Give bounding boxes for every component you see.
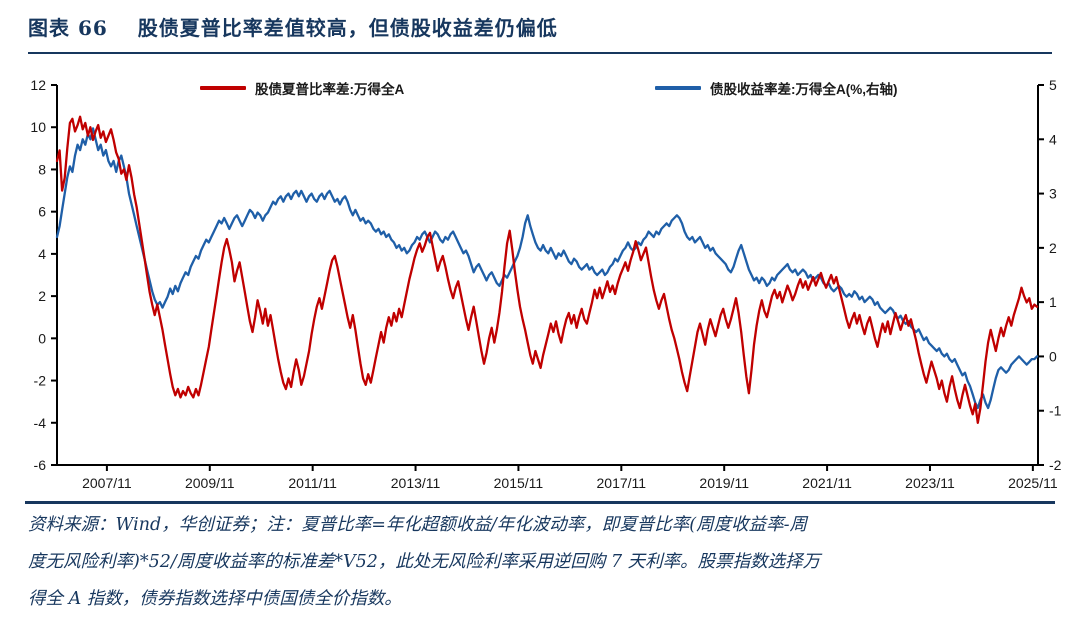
x-axis-tick-label: 2021/11 — [802, 475, 852, 491]
x-axis-tick-label: 2019/11 — [699, 475, 749, 491]
legend-item-sharpe-gap: 股债夏普比率差:万得全A — [200, 80, 405, 97]
axis-frame — [56, 85, 1039, 466]
x-axis-tick-label: 2023/11 — [905, 475, 955, 491]
red-line-swatch — [200, 86, 246, 90]
source-note-line-1: 资料来源：Wind，华创证券；注：夏普比率=年化超额收益/年化波动率，即夏普比率… — [28, 515, 808, 535]
x-axis-tick-label: 2017/11 — [597, 475, 647, 491]
footer-divider — [25, 501, 1055, 504]
figure-number-label: 图表 66 — [28, 16, 108, 40]
figure-title-text: 股债夏普比率差值较高，但债股收益差仍偏低 — [137, 16, 558, 40]
x-axis-tick-label: 2009/11 — [185, 475, 235, 491]
left-axis-tick-label: -6 — [34, 457, 47, 473]
x-axis-tick-label: 2025/11 — [1008, 475, 1058, 491]
chart-area: 12 10 8 6 4 2 0 -2 -4 -6 5 4 3 2 1 0 -1 -2 2007/11 2009/11 2… — [0, 60, 1080, 505]
equity-bond-sharpe-gap-line — [55, 115, 1039, 424]
right-axis-tick-label: -1 — [1049, 403, 1062, 419]
source-note-line-2: 度无风险利率)*52/周度收益率的标准差*V52，此处无风险利率采用逆回购 7 … — [28, 552, 821, 572]
left-axis-tick-label: 10 — [30, 119, 46, 135]
x-axis-tick-label: 2013/11 — [391, 475, 441, 491]
legend-label-sharpe-gap: 股债夏普比率差:万得全A — [255, 82, 405, 97]
source-note: 资料来源：Wind，华创证券；注：夏普比率=年化超额收益/年化波动率，即夏普比率… — [28, 507, 1058, 618]
bond-equity-yield-gap-line — [55, 127, 1039, 410]
left-axis-tick-label: 4 — [38, 246, 46, 262]
left-axis-tick-label: 2 — [38, 288, 46, 304]
left-axis-tick-label: 0 — [38, 330, 46, 346]
right-axis-tick-label: 5 — [1049, 77, 1057, 93]
left-axis-tick-label: 12 — [30, 77, 46, 93]
right-axis-tick-label: 3 — [1049, 186, 1057, 202]
x-axis-tick-label: 2015/11 — [494, 475, 544, 491]
right-axis-tick-label: 0 — [1049, 348, 1057, 364]
figure-title: 图表 66 股债夏普比率差值较高，但债股收益差仍偏低 — [28, 12, 558, 41]
blue-line-swatch — [655, 86, 701, 90]
legend-label-yield-gap: 债股收益率差:万得全A(%,右轴) — [710, 82, 898, 97]
x-axis-tick-label: 2011/11 — [288, 475, 337, 491]
left-axis-tick-label: -2 — [34, 373, 47, 389]
x-axis-tick-label: 2007/11 — [82, 475, 132, 491]
legend-item-yield-gap: 债股收益率差:万得全A(%,右轴) — [655, 80, 898, 97]
right-axis-tick-label: 4 — [1049, 131, 1057, 147]
title-divider — [28, 52, 1052, 54]
left-axis-tick-label: 6 — [38, 204, 46, 220]
right-axis-tick-label: 1 — [1049, 294, 1057, 310]
left-axis-tick-label: 8 — [38, 161, 46, 177]
right-axis-tick-label: 2 — [1049, 240, 1057, 256]
source-note-line-3: 得全 A 指数，债券指数选择中债国债全价指数。 — [28, 589, 402, 609]
left-axis-tick-label: -4 — [34, 415, 47, 431]
right-axis-tick-label: -2 — [1049, 457, 1062, 473]
